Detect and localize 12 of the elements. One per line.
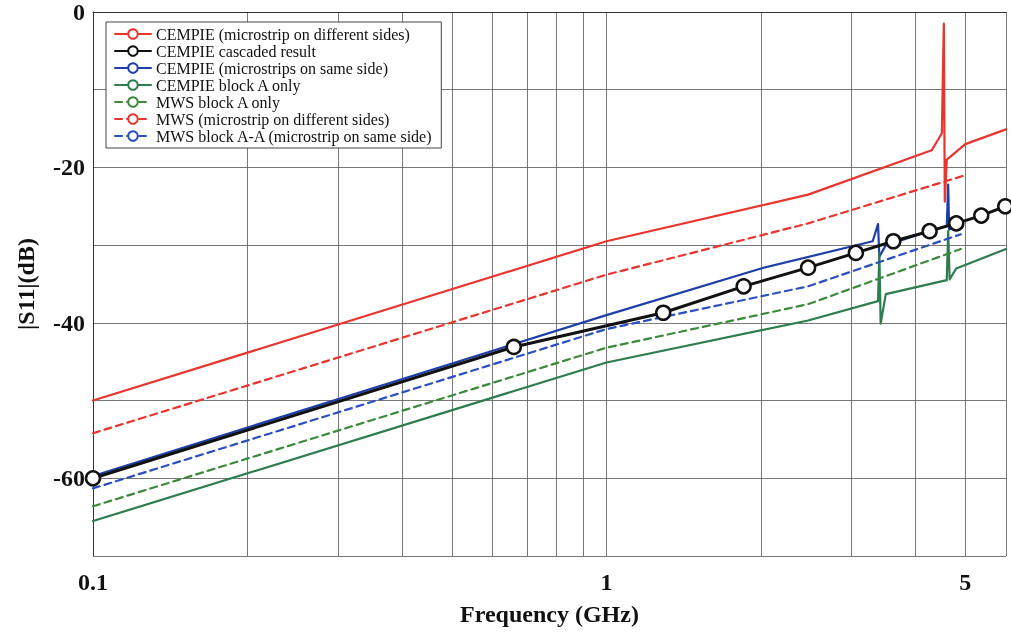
y-tick-label: -20 [53, 154, 85, 181]
legend-label: CEMPIE (microstrips on same side) [156, 59, 388, 78]
legend-label: MWS block A only [156, 93, 281, 112]
x-axis-title: Frequency (GHz) [460, 601, 639, 627]
y-tick-label: 0 [73, 0, 85, 25]
x-tick-label: 0.1 [78, 569, 108, 595]
x-tick-label: 5 [959, 569, 972, 595]
legend-label: CEMPIE (microstrip on different sides) [156, 25, 410, 44]
y-tick-label: -60 [53, 465, 85, 492]
y-axis-title: |S11|(dB) [13, 238, 39, 330]
y-tick-label: -40 [53, 309, 85, 336]
x-tick-label: 1 [600, 569, 613, 595]
